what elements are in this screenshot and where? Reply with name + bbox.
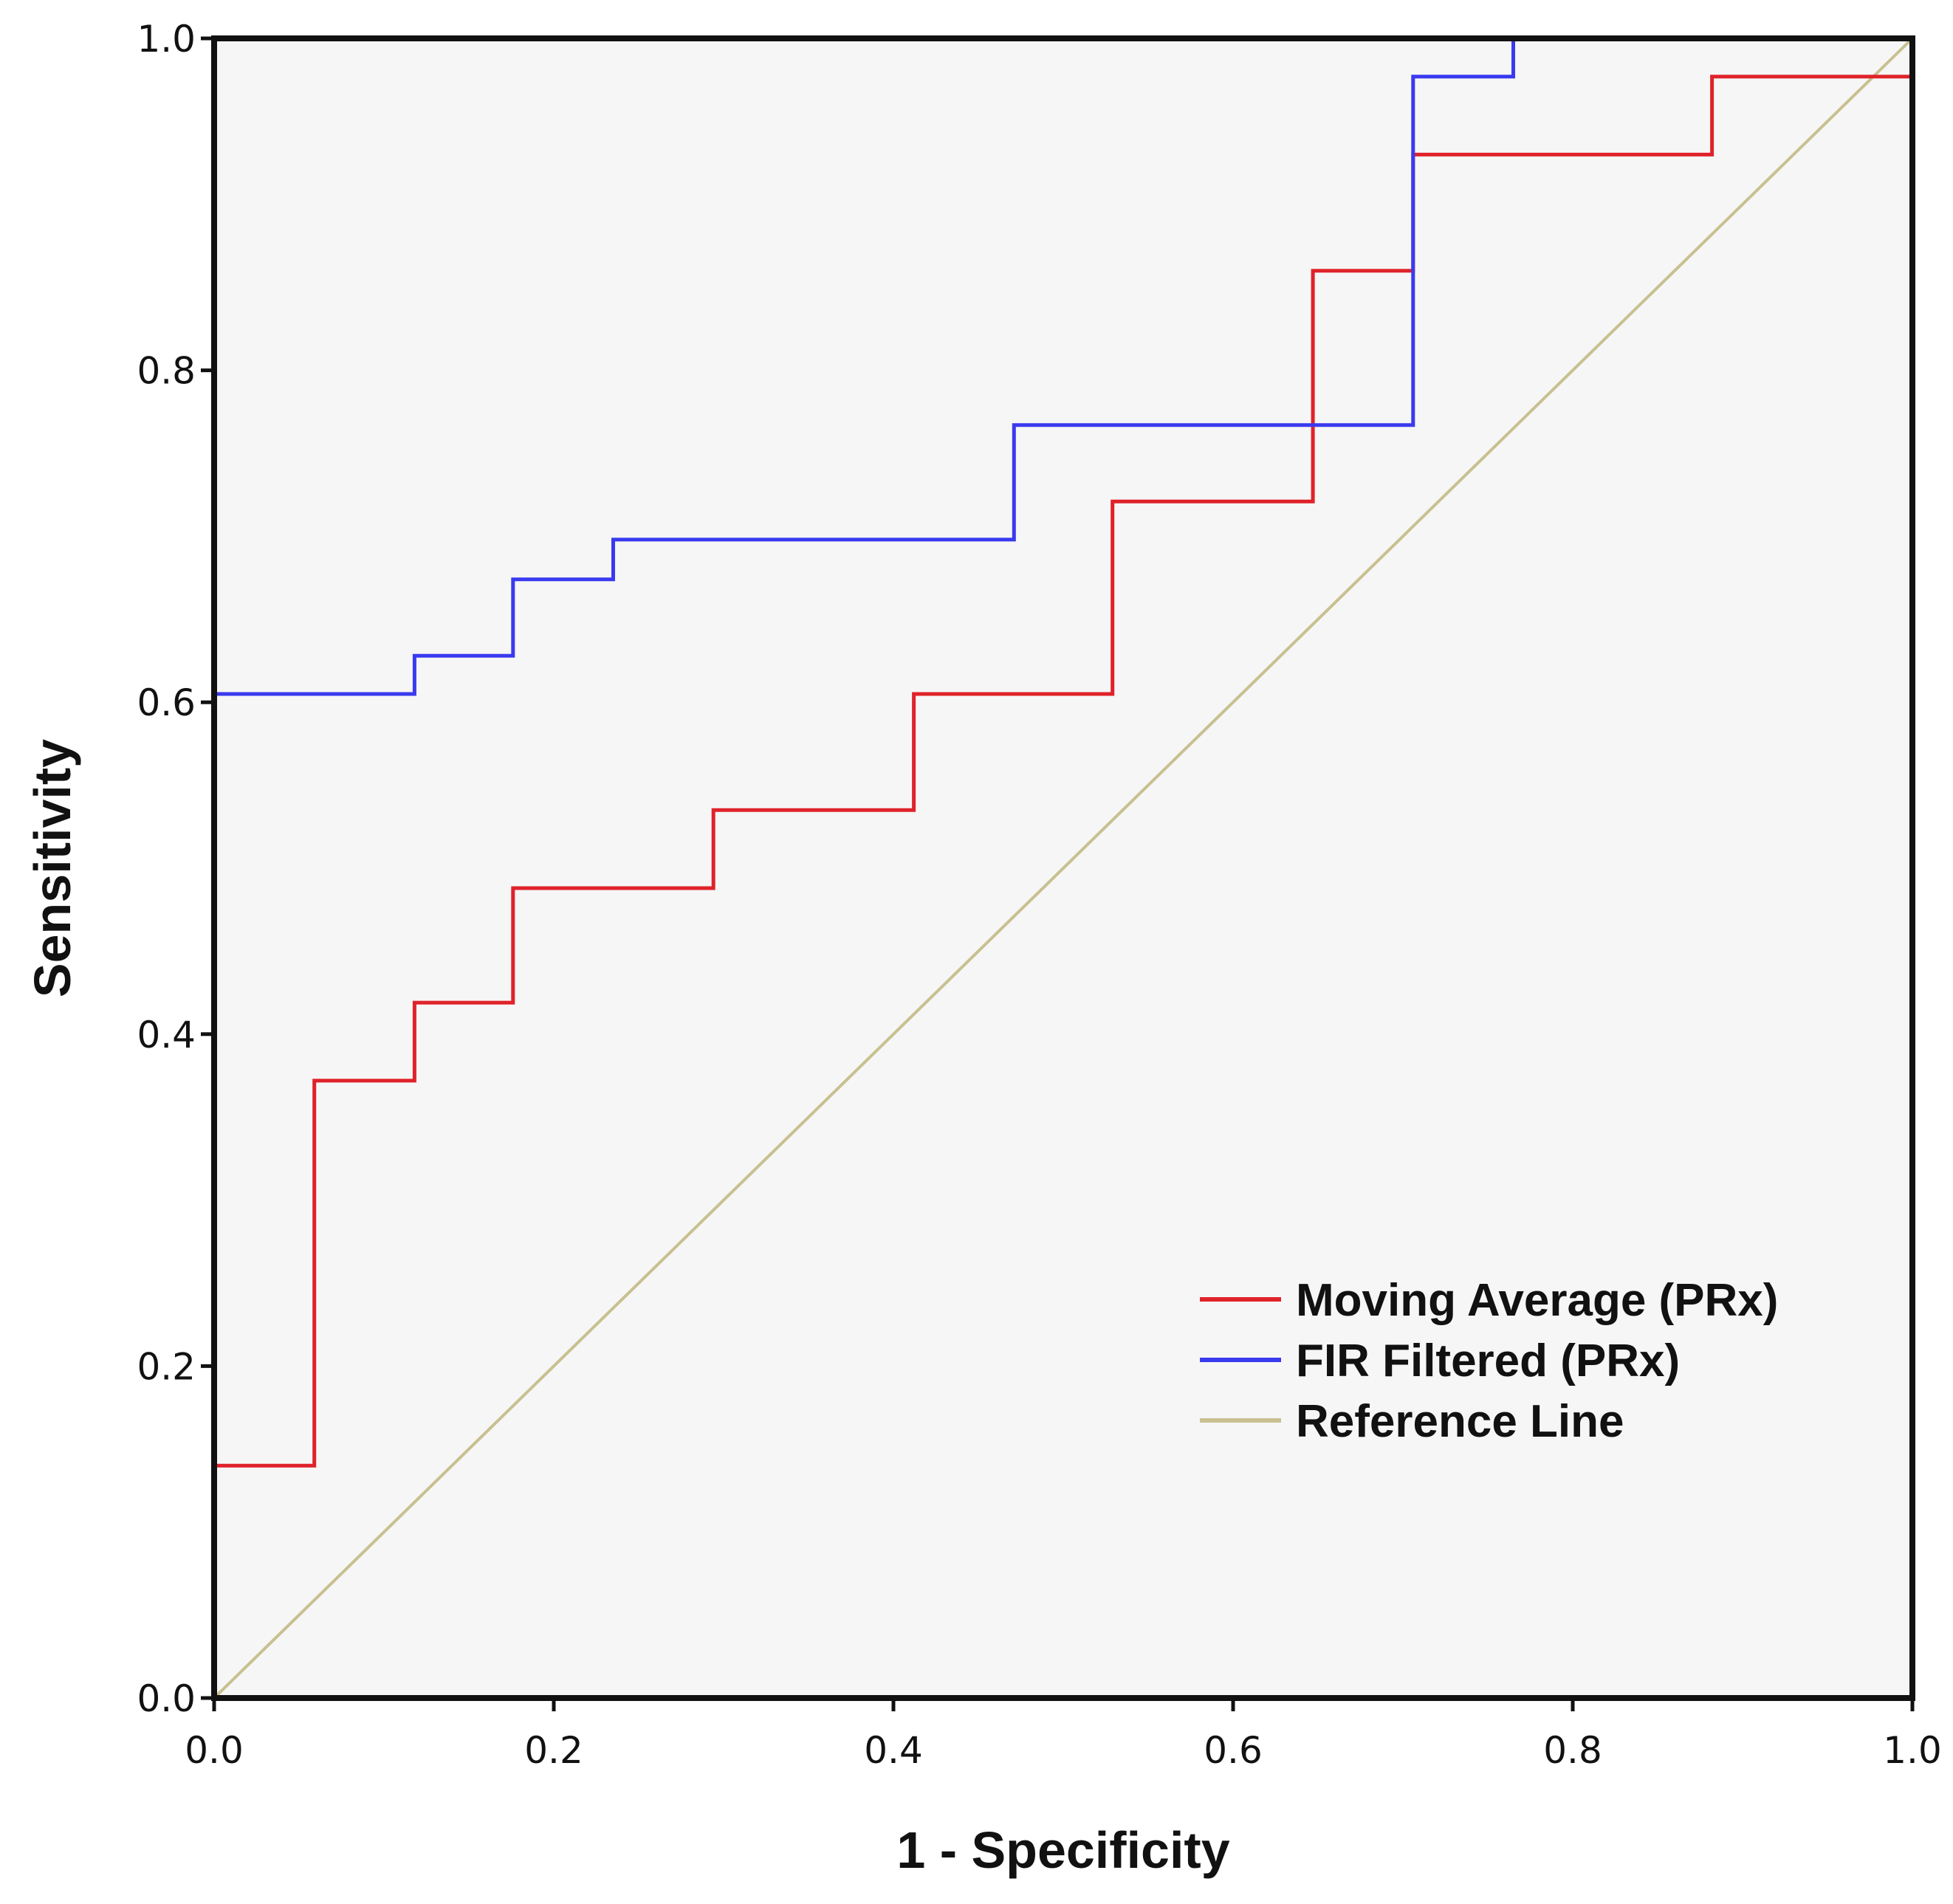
legend-label: Moving Average (PRx) <box>1296 1275 1778 1326</box>
x-tick-label: 0.0 <box>185 1729 244 1772</box>
y-axis-title: Sensitivity <box>24 739 81 997</box>
x-axis-title: 1 - Specificity <box>896 1821 1229 1879</box>
x-tick-label: 0.8 <box>1543 1729 1602 1772</box>
series-line-2 <box>212 36 1912 1698</box>
y-tick-label: 0.0 <box>137 1677 196 1720</box>
x-tick-label: 0.6 <box>1204 1729 1263 1772</box>
x-tick-label: 1.0 <box>1883 1729 1942 1772</box>
x-tick-label: 0.4 <box>864 1729 923 1772</box>
legend: Moving Average (PRx) FIR Filtered (PRx) Re… <box>1200 1275 1778 1447</box>
x-tick-label: 0.2 <box>524 1729 583 1772</box>
series-line-3 <box>213 37 1914 1699</box>
y-tick-label: 0.8 <box>137 350 196 393</box>
y-tick-label: 1.0 <box>137 18 196 61</box>
series-line-1 <box>212 38 1915 1698</box>
legend-label: FIR Filtered (PRx) <box>1296 1336 1680 1386</box>
axes-layer: 0.0 0.2 0.4 0.6 0.8 1.0 0.0 0.2 0.4 0.6 0.8 1.0 <box>137 18 1941 1772</box>
plot-frame <box>211 35 1915 1701</box>
y-tick-label: 0.2 <box>137 1345 196 1388</box>
y-tick-label: 0.6 <box>137 681 196 724</box>
series-layer <box>212 36 1915 1699</box>
y-tick-label: 0.4 <box>137 1014 196 1056</box>
legend-label: Reference Line <box>1296 1396 1624 1447</box>
